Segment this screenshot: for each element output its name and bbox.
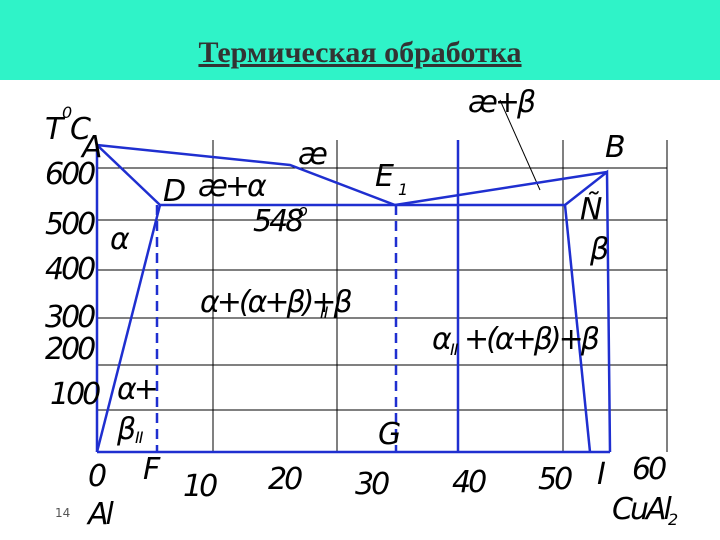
- label: T: [45, 112, 63, 147]
- y-label: 300: [45, 300, 96, 335]
- point: Ñ: [580, 192, 603, 227]
- y-label: 100: [50, 377, 101, 412]
- x-label: 10: [183, 469, 218, 504]
- label: Al: [88, 497, 114, 532]
- label: C: [70, 112, 91, 147]
- x-label: 0: [88, 459, 107, 494]
- region: +(α+β)+β: [464, 322, 600, 357]
- y-label: 200: [45, 332, 96, 367]
- label: CuAl: [612, 492, 672, 527]
- point: G: [378, 417, 401, 452]
- phase-lines: [95, 140, 612, 454]
- region: 548: [253, 204, 304, 239]
- point: F: [143, 452, 160, 487]
- x-label: 50: [538, 462, 573, 497]
- region: α+: [117, 372, 159, 407]
- region: II: [450, 340, 459, 359]
- x-label: 40: [452, 465, 487, 500]
- x-label: 60: [632, 452, 667, 487]
- y-label: 500: [45, 207, 96, 242]
- region: β: [590, 232, 609, 267]
- point: D: [163, 174, 186, 209]
- region: α: [432, 322, 452, 357]
- region: II: [320, 303, 329, 322]
- region: α: [110, 222, 130, 257]
- region: æ: [298, 137, 328, 172]
- label: A: [82, 130, 102, 165]
- page-number: 14: [55, 506, 71, 520]
- y-label: 600: [45, 157, 96, 192]
- banner: [0, 0, 720, 80]
- x-label: 20: [268, 462, 303, 497]
- region: o: [298, 201, 308, 220]
- region: α+(α+β)+β: [200, 285, 353, 320]
- region: æ+α: [198, 169, 267, 204]
- region: II: [135, 428, 144, 447]
- label: 2: [668, 510, 678, 529]
- region: β: [117, 412, 136, 447]
- title: Термическая обработка: [198, 36, 522, 69]
- x-label: 30: [355, 467, 390, 502]
- y-label: 400: [45, 252, 96, 287]
- point: I: [597, 457, 606, 492]
- point: E: [375, 159, 394, 194]
- region: æ+β: [468, 85, 536, 120]
- grid: [97, 99, 668, 452]
- label: 0: [62, 103, 72, 122]
- point: B: [605, 130, 626, 165]
- point: 1: [398, 180, 408, 199]
